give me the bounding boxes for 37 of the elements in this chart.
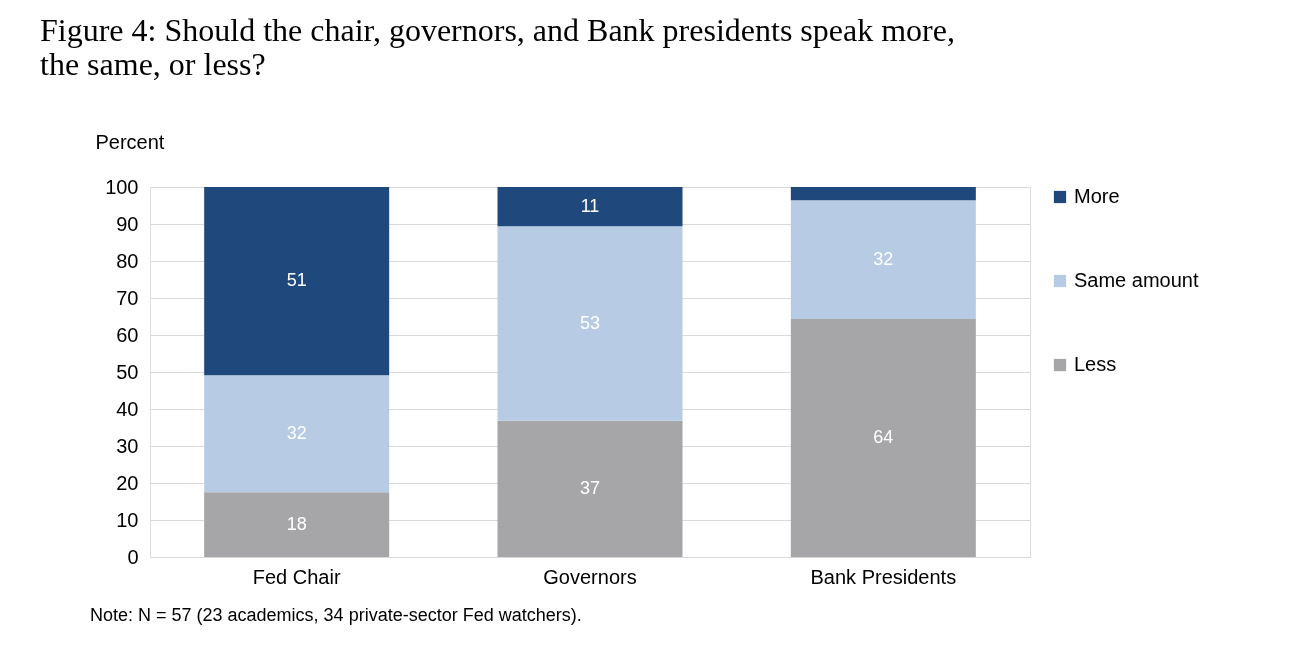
data-label: 37 — [579, 477, 601, 498]
y-tick-label: 10 — [116, 508, 139, 531]
bar — [497, 187, 683, 227]
data-label: 53 — [579, 312, 601, 333]
text: Note: N = 57 (23 academics, 34 private-sector Fed watchers). — [90, 605, 582, 625]
bar — [790, 319, 976, 557]
data-label: 64 — [873, 427, 894, 448]
y-tick-label: 40 — [116, 397, 139, 420]
y-tick-label: 50 — [116, 360, 139, 383]
bar — [790, 187, 976, 201]
y-tick-label: 70 — [116, 286, 139, 309]
y-tick-label: 100 — [105, 175, 139, 198]
data-label: 32 — [286, 422, 307, 443]
data-label: 11 — [580, 195, 600, 216]
data-label: 32 — [873, 248, 894, 269]
legend-label: Same amount — [1074, 269, 1199, 291]
bar — [204, 375, 390, 493]
y-tick-label: 30 — [116, 434, 139, 457]
y-tick-label: 80 — [116, 249, 139, 272]
bar — [204, 187, 390, 376]
data-label: 18 — [286, 513, 307, 534]
legend-label: More — [1074, 185, 1120, 207]
legend-label: Less — [1074, 353, 1117, 375]
y-axis-title: Percent — [95, 130, 165, 153]
y-tick-label: 90 — [116, 212, 139, 235]
bar — [497, 420, 683, 557]
y-tick-label: 0 — [127, 545, 139, 568]
y-tick-label: 20 — [116, 471, 139, 494]
text: Figure 4: Should the chair, governors, and Bank presidents speak more, — [40, 12, 955, 48]
bar — [204, 492, 390, 557]
bar — [497, 226, 683, 421]
bar — [790, 200, 976, 320]
y-tick-label: 60 — [116, 323, 139, 346]
x-tick-label: Governors — [543, 565, 637, 588]
x-tick-label: Bank Presidents — [810, 565, 957, 588]
data-label: 51 — [286, 270, 307, 291]
x-tick-label: Fed Chair — [252, 565, 341, 588]
